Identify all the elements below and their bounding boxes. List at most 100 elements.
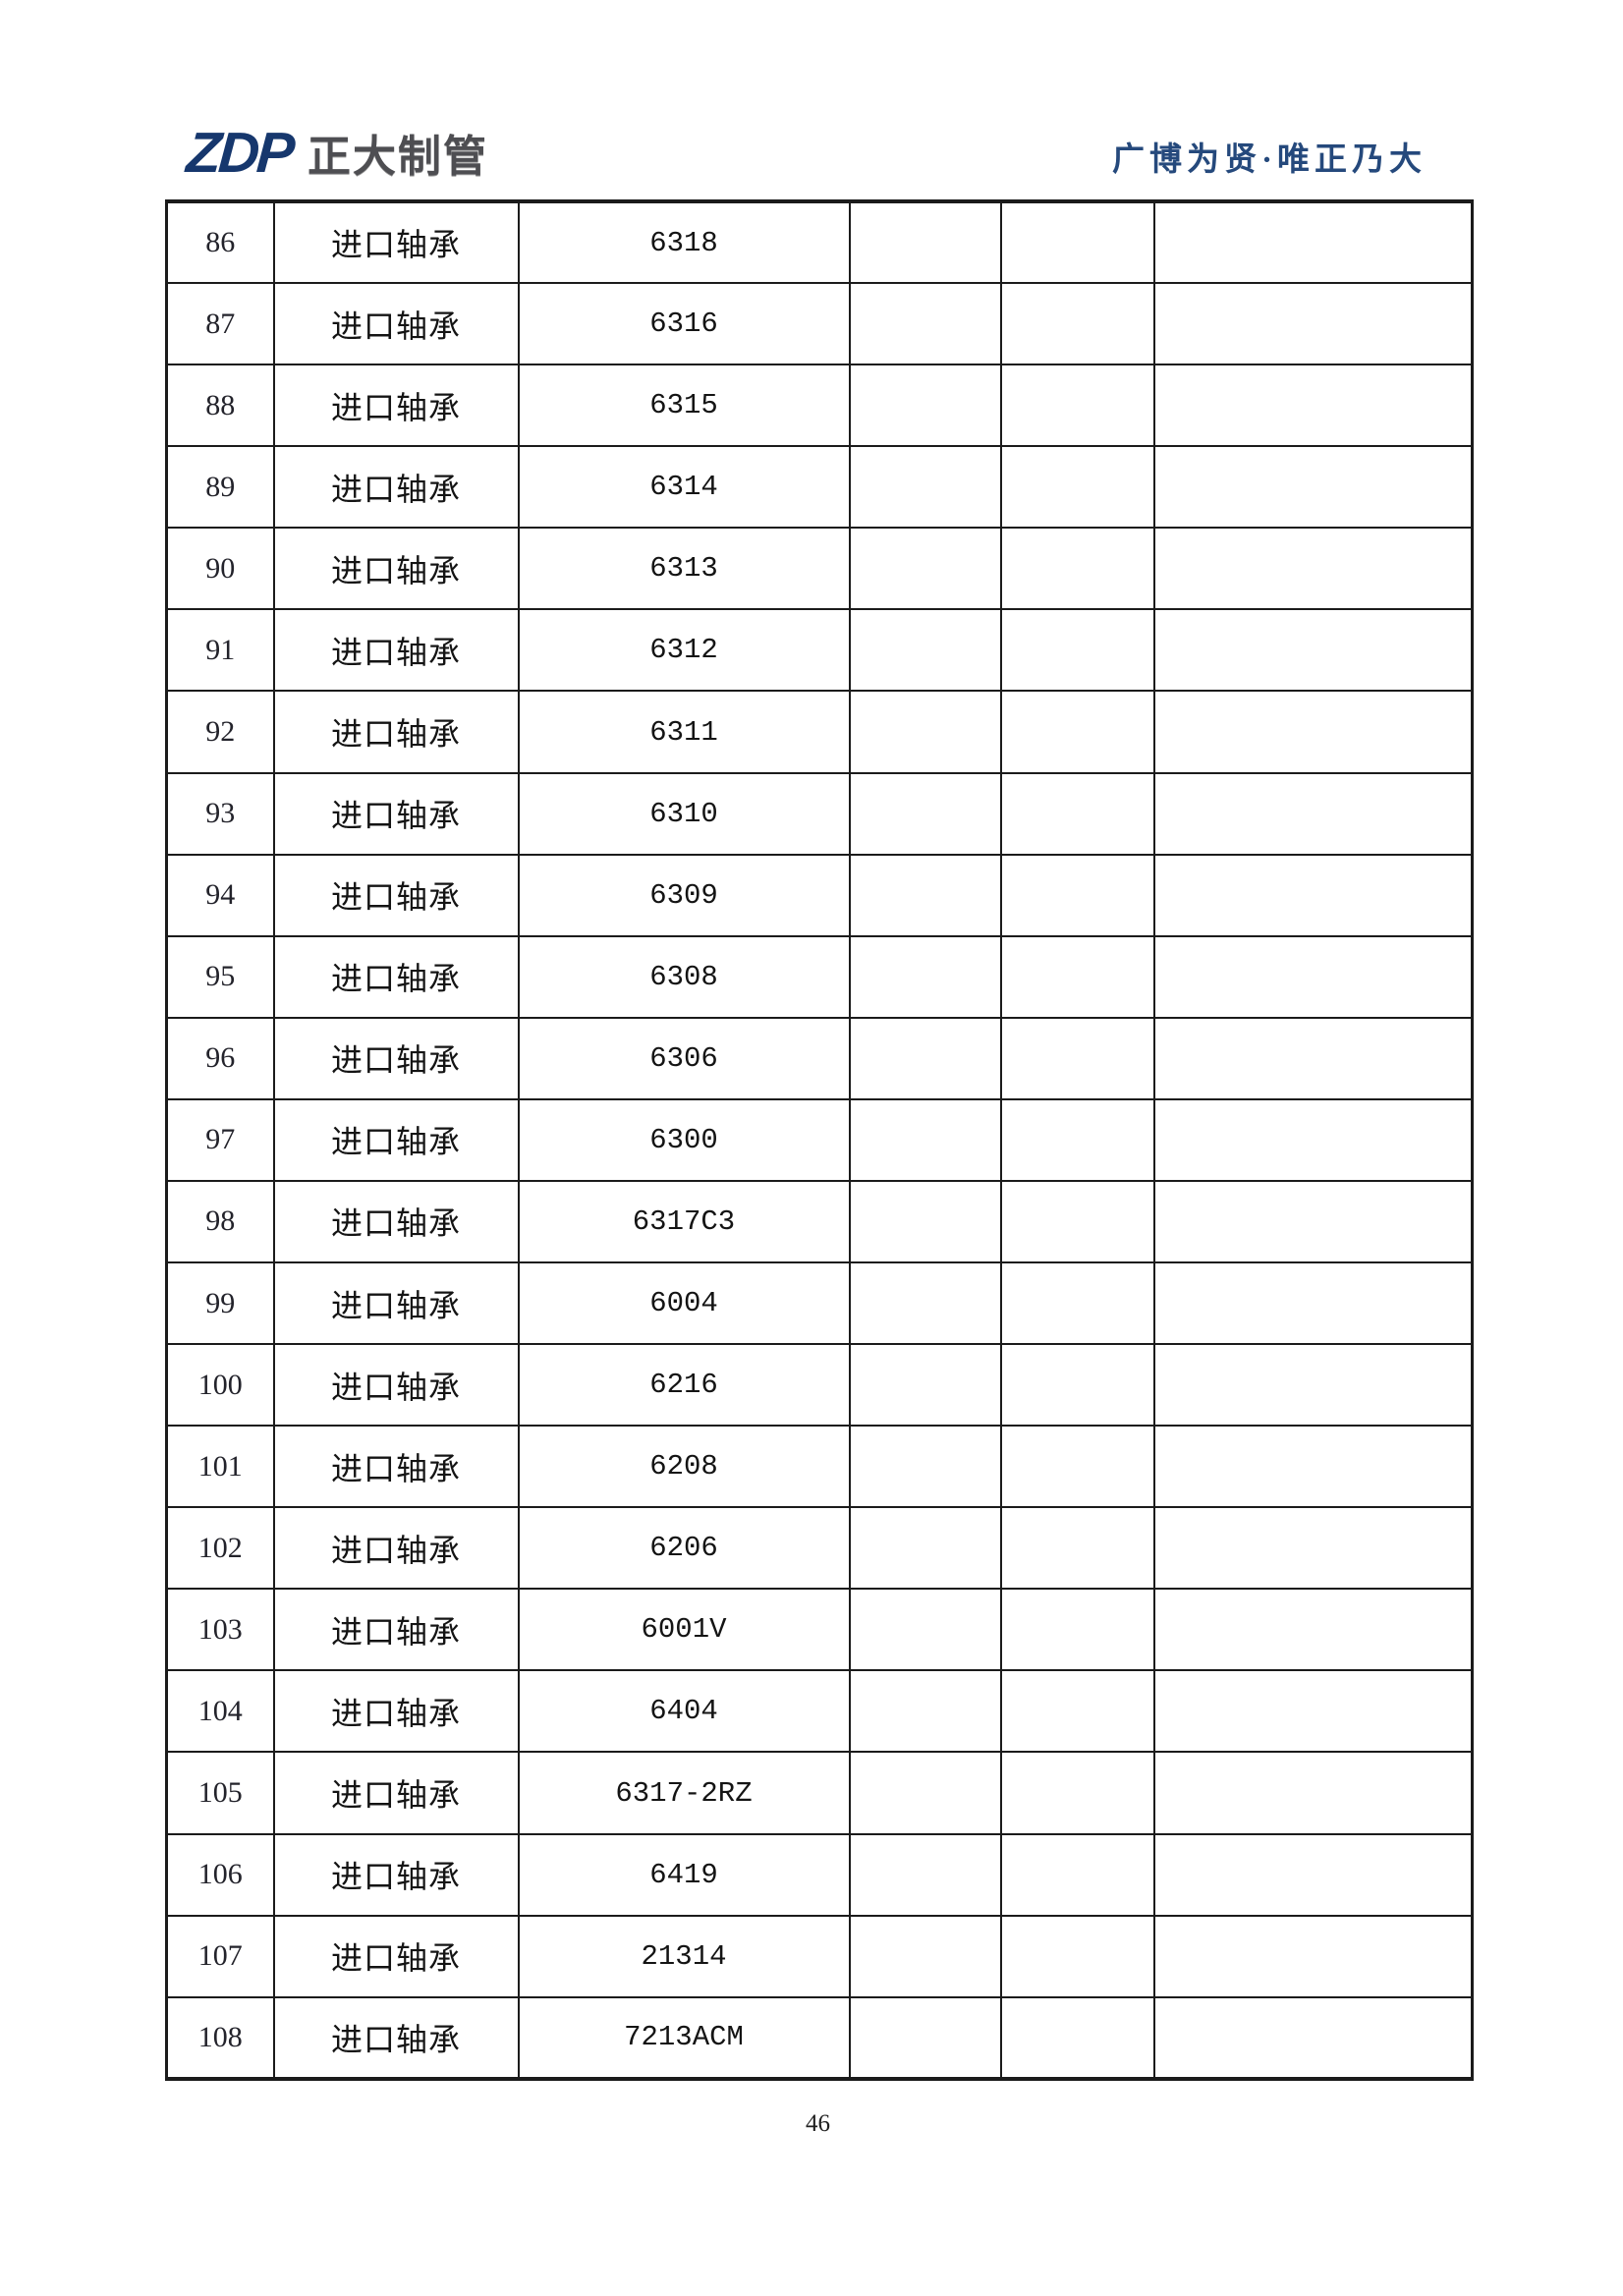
table-row: 102 进口轴承 6206	[165, 1506, 1474, 1591]
table-row: 93 进口轴承 6310	[165, 771, 1474, 856]
model-cell: 6314	[517, 445, 851, 530]
table-row: 86 进口轴承 6318	[165, 199, 1474, 285]
part-name-cell: 进口轴承	[272, 853, 520, 937]
empty-cell-3	[1152, 853, 1474, 937]
part-name-cell: 进口轴承	[272, 608, 520, 693]
table-row: 98 进口轴承 6317C3	[165, 1179, 1474, 1264]
table-row: 97 进口轴承 6300	[165, 1097, 1474, 1182]
model-cell: 6404	[517, 1669, 851, 1754]
empty-cell-3	[1152, 1506, 1474, 1591]
empty-cell-3	[1152, 1179, 1474, 1264]
empty-cell-1	[848, 445, 1002, 530]
table-row: 91 进口轴承 6312	[165, 608, 1474, 693]
row-index-cell: 86	[165, 199, 275, 285]
part-name-cell: 进口轴承	[272, 1261, 520, 1346]
part-name-cell: 进口轴承	[272, 527, 520, 611]
row-index-cell: 108	[165, 1995, 275, 2081]
model-cell: 6216	[517, 1343, 851, 1428]
empty-cell-2	[999, 690, 1155, 774]
logo-zdp-mark: ZDP	[184, 121, 295, 185]
model-cell: 6208	[517, 1425, 851, 1509]
empty-cell-3	[1152, 1832, 1474, 1917]
empty-cell-3	[1152, 282, 1474, 366]
model-cell: 6001V	[517, 1588, 851, 1672]
row-index-cell: 99	[165, 1261, 275, 1346]
empty-cell-2	[999, 934, 1155, 1019]
empty-cell-1	[848, 608, 1002, 693]
row-index-cell: 92	[165, 690, 275, 774]
table-row: 101 进口轴承 6208	[165, 1425, 1474, 1509]
row-index-cell: 102	[165, 1506, 275, 1591]
empty-cell-2	[999, 1506, 1155, 1591]
empty-cell-3	[1152, 199, 1474, 285]
model-cell: 6317C3	[517, 1179, 851, 1264]
empty-cell-3	[1152, 1751, 1474, 1835]
empty-cell-1	[848, 1914, 1002, 1998]
empty-cell-2	[999, 1425, 1155, 1509]
table-row: 87 进口轴承 6316	[165, 282, 1474, 366]
empty-cell-1	[848, 1425, 1002, 1509]
table-row: 90 进口轴承 6313	[165, 527, 1474, 611]
empty-cell-2	[999, 445, 1155, 530]
model-cell: 6316	[517, 282, 851, 366]
empty-cell-2	[999, 282, 1155, 366]
part-name-cell: 进口轴承	[272, 1506, 520, 1591]
empty-cell-1	[848, 527, 1002, 611]
table-row: 108 进口轴承 7213ACM	[165, 1995, 1474, 2081]
row-index-cell: 104	[165, 1669, 275, 1754]
table-row: 88 进口轴承 6315	[165, 364, 1474, 448]
empty-cell-1	[848, 199, 1002, 285]
company-slogan: 广博为贤·唯正乃大	[1111, 142, 1427, 178]
empty-cell-1	[848, 1016, 1002, 1100]
empty-cell-1	[848, 934, 1002, 1019]
empty-cell-2	[999, 1343, 1155, 1428]
table-row: 94 进口轴承 6309	[165, 853, 1474, 937]
part-name-cell: 进口轴承	[272, 1425, 520, 1509]
empty-cell-1	[848, 1179, 1002, 1264]
table-row: 107 进口轴承 21314	[165, 1914, 1474, 1998]
row-index-cell: 106	[165, 1832, 275, 1917]
empty-cell-3	[1152, 1914, 1474, 1998]
empty-cell-3	[1152, 690, 1474, 774]
empty-cell-3	[1152, 1016, 1474, 1100]
table-row: 105 进口轴承 6317-2RZ	[165, 1751, 1474, 1835]
empty-cell-3	[1152, 527, 1474, 611]
part-name-cell: 进口轴承	[272, 364, 520, 448]
empty-cell-1	[848, 282, 1002, 366]
part-name-cell: 进口轴承	[272, 1016, 520, 1100]
row-index-cell: 100	[165, 1343, 275, 1428]
empty-cell-2	[999, 1261, 1155, 1346]
model-cell: 6312	[517, 608, 851, 693]
empty-cell-1	[848, 853, 1002, 937]
empty-cell-3	[1152, 1261, 1474, 1346]
row-index-cell: 107	[165, 1914, 275, 1998]
parts-table: 86 进口轴承 6318 87 进口轴承 6316 88 进口轴承 6315 89 进口轴承 6314…	[165, 199, 1474, 2081]
part-name-cell: 进口轴承	[272, 1995, 520, 2081]
model-cell: 6317-2RZ	[517, 1751, 851, 1835]
row-index-cell: 97	[165, 1097, 275, 1182]
row-index-cell: 105	[165, 1751, 275, 1835]
empty-cell-1	[848, 1588, 1002, 1672]
row-index-cell: 95	[165, 934, 275, 1019]
empty-cell-1	[848, 1506, 1002, 1591]
table-row: 89 进口轴承 6314	[165, 445, 1474, 530]
row-index-cell: 89	[165, 445, 275, 530]
empty-cell-1	[848, 1097, 1002, 1182]
empty-cell-1	[848, 690, 1002, 774]
part-name-cell: 进口轴承	[272, 1588, 520, 1672]
table-row: 99 进口轴承 6004	[165, 1261, 1474, 1346]
table-row: 95 进口轴承 6308	[165, 934, 1474, 1019]
empty-cell-2	[999, 1995, 1155, 2081]
company-logo: ZDP 正大制管	[184, 121, 488, 185]
row-index-cell: 98	[165, 1179, 275, 1264]
empty-cell-3	[1152, 771, 1474, 856]
table-row: 92 进口轴承 6311	[165, 690, 1474, 774]
model-cell: 6300	[517, 1097, 851, 1182]
table-row: 100 进口轴承 6216	[165, 1343, 1474, 1428]
part-name-cell: 进口轴承	[272, 1343, 520, 1428]
row-index-cell: 91	[165, 608, 275, 693]
empty-cell-2	[999, 527, 1155, 611]
model-cell: 6310	[517, 771, 851, 856]
part-name-cell: 进口轴承	[272, 1914, 520, 1998]
